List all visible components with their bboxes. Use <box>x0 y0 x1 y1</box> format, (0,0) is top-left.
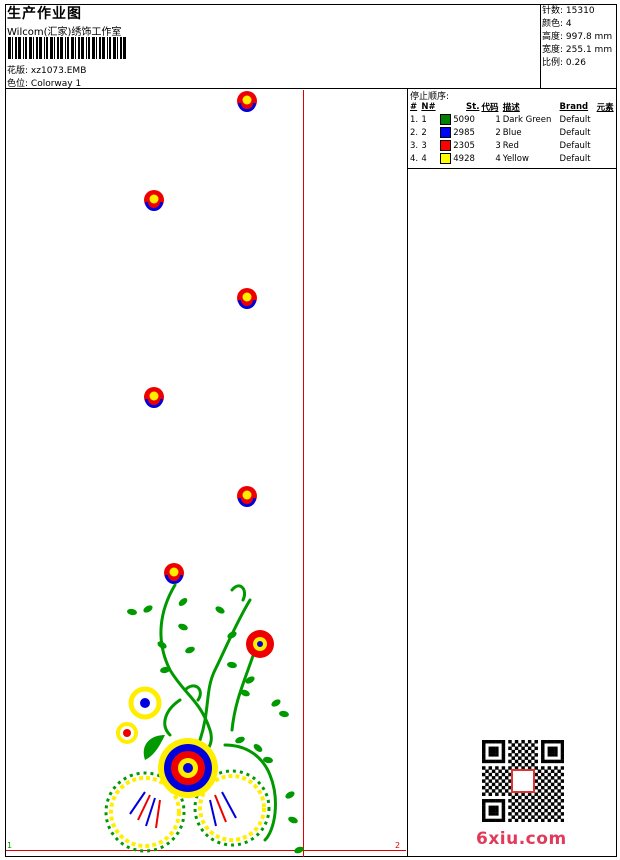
vertical-guide-line <box>303 90 304 857</box>
colorway-info: 色位: Colorway 1 <box>7 76 81 89</box>
marker-right: 2 <box>395 841 401 850</box>
page-title: 生产作业图 <box>7 6 82 22</box>
col-code: 代码 <box>481 103 499 113</box>
horizontal-guide-line <box>6 850 406 851</box>
page-frame <box>5 4 617 857</box>
col-index: # <box>410 102 418 112</box>
colorway-value: Colorway 1 <box>30 79 82 89</box>
color-swatch <box>439 127 451 138</box>
stats-panel: 针数: 15310 颜色: 4 高度: 997.8 mm 宽度: 255.1 m… <box>542 5 612 70</box>
stats-divider <box>540 4 541 88</box>
flower-motif <box>237 288 257 309</box>
design-value: xz1073.EMB <box>30 66 87 76</box>
header-divider <box>5 88 617 89</box>
stat-colors: 颜色: 4 <box>542 19 572 29</box>
stop-sequence-title: 停止顺序: <box>410 92 450 102</box>
qr-code-image <box>482 740 564 822</box>
table-divider <box>407 168 617 169</box>
marker-left: 1 <box>7 841 13 850</box>
vine-leaves <box>127 598 304 854</box>
design-label: 花版: <box>7 66 29 76</box>
stat-scale: 比例: 0.26 <box>542 58 586 68</box>
flower-motif <box>237 486 257 507</box>
lace-circles <box>104 769 271 853</box>
table-header-row: # N# St. 代码 描述 Brand 元素 <box>409 101 617 113</box>
color-swatch <box>439 114 451 125</box>
company-name: Wilcom(汇家)绣饰工作室 <box>7 27 122 38</box>
design-info: 花版: xz1073.EMB <box>7 63 86 76</box>
table-row: 2. 2 2985 2 Blue Default <box>410 127 591 138</box>
stat-height: 高度: 997.8 mm <box>542 32 613 42</box>
central-flower <box>158 738 218 798</box>
stat-stitches: 针数: 15310 <box>542 6 595 16</box>
color-swatch <box>439 153 451 164</box>
table-row: 4. 4 4928 4 Yellow Default <box>410 153 591 164</box>
col-stitches: St. <box>466 102 480 112</box>
yellow-spiral-motifs <box>116 686 162 744</box>
table-row: 1. 1 5090 1 Dark Green Default <box>410 114 591 125</box>
flower-motif <box>237 91 257 112</box>
col-number: N# <box>421 102 436 112</box>
table-row: 3. 3 2305 3 Red Default <box>410 140 591 151</box>
col-element: 元素 <box>596 103 614 113</box>
red-flower <box>246 630 274 658</box>
colorway-label: 色位: <box>7 79 29 89</box>
barcode-image <box>8 37 126 59</box>
flower-motif <box>164 563 184 584</box>
stat-width: 宽度: 255.1 mm <box>542 45 613 55</box>
color-sequence-table: # N# St. 代码 描述 Brand 元素 1. 1 5090 1 Dark… <box>409 101 617 165</box>
flower-motif <box>144 190 164 211</box>
panel-divider <box>407 88 408 857</box>
col-description: 描述 <box>502 103 520 113</box>
color-swatch <box>439 140 451 151</box>
flower-motif <box>144 387 164 408</box>
watermark-text: 6xiu.com <box>476 829 567 849</box>
col-brand: Brand <box>559 102 589 112</box>
